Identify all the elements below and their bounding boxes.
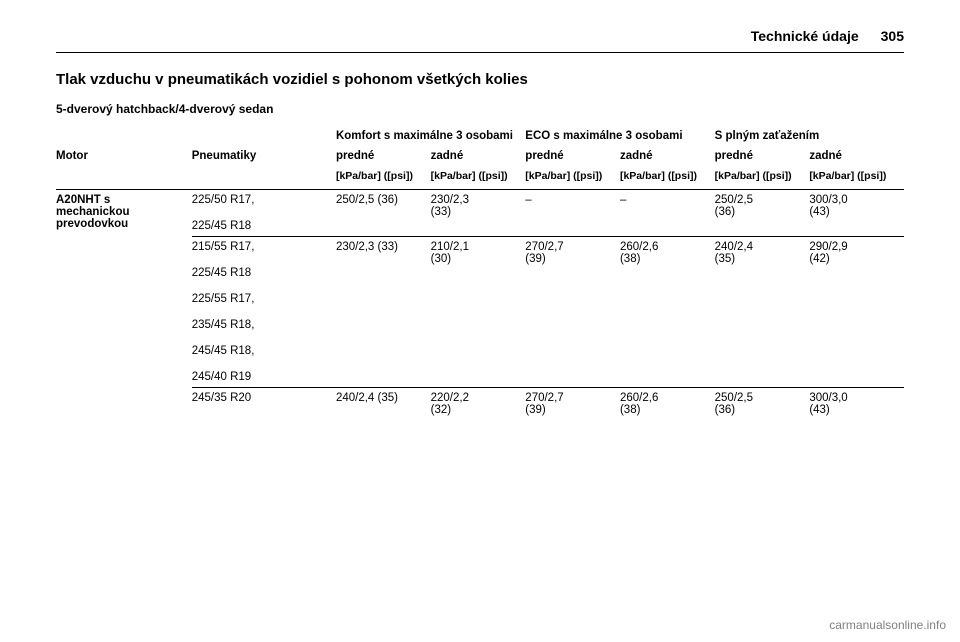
col-tyres: Pneumatiky [192, 146, 336, 166]
unit-label: [kPa/bar] ([psi]) [336, 166, 431, 189]
page-header: Technické údaje 305 [56, 28, 904, 44]
page-subtitle: 5-dverový hatchback/4-dverový sedan [56, 102, 904, 116]
unit-label: [kPa/bar] ([psi]) [525, 166, 620, 189]
pressure-cell: 260/2,6 (38) [620, 236, 715, 387]
pressure-cell: 270/2,7 (39) [525, 387, 620, 420]
pressure-cell: 210/2,1 (30) [431, 236, 526, 387]
pressure-cell: 290/2,9 (42) [809, 236, 904, 387]
unit-label: [kPa/bar] ([psi]) [431, 166, 526, 189]
col-rear: zadné [431, 146, 526, 166]
motor-cell: A20NHT s mechanickou prevodovkou [56, 189, 192, 420]
col-rear: zadné [620, 146, 715, 166]
col-front: predné [525, 146, 620, 166]
page-title: Tlak vzduchu v pneumatikách vozidiel s p… [56, 71, 904, 88]
col-front: predné [715, 146, 810, 166]
tyres-cell: 215/55 R17, 225/45 R18 225/55 R17, 235/45 R… [192, 236, 336, 387]
section-title: Technické údaje [751, 28, 859, 44]
tyres-cell: 225/50 R17, 225/45 R18 [192, 189, 336, 236]
tyre-size: 245/40 R19 [192, 371, 330, 383]
tyre-size: 245/45 R18, [192, 345, 330, 357]
source-footer: carmanualsonline.info [829, 618, 946, 632]
col-front: predné [336, 146, 431, 166]
col-motor: Motor [56, 146, 192, 166]
tyre-size: 225/45 R18 [192, 220, 330, 232]
tyre-size: 245/35 R20 [192, 392, 330, 404]
pressure-cell: 250/2,5 (36) [336, 189, 431, 236]
pressure-cell: 250/2,5 (36) [715, 387, 810, 420]
unit-label: [kPa/bar] ([psi]) [620, 166, 715, 189]
table-group-header-row: Komfort s maximálne 3 osobami ECO s maxi… [56, 126, 904, 146]
pressure-cell: – [525, 189, 620, 236]
tyre-pressure-table: Komfort s maximálne 3 osobami ECO s maxi… [56, 126, 904, 420]
pressure-cell: 240/2,4 (35) [336, 387, 431, 420]
unit-label: [kPa/bar] ([psi]) [715, 166, 810, 189]
col-group-comfort: Komfort s maximálne 3 osobami [336, 126, 525, 146]
page-number: 305 [881, 28, 904, 44]
table-col-header-row: Motor Pneumatiky predné zadné predné zad… [56, 146, 904, 166]
pressure-cell: 300/3,0 (43) [809, 189, 904, 236]
tyre-size: 225/45 R18 [192, 267, 330, 279]
pressure-cell: 270/2,7 (39) [525, 236, 620, 387]
table-unit-row: [kPa/bar] ([psi]) [kPa/bar] ([psi]) [kPa… [56, 166, 904, 189]
pressure-cell: 230/2,3 (33) [336, 236, 431, 387]
tyre-size: 225/50 R17, [192, 194, 330, 206]
header-divider [56, 52, 904, 53]
tyres-cell: 245/35 R20 [192, 387, 336, 420]
pressure-cell: – [620, 189, 715, 236]
col-rear: zadné [809, 146, 904, 166]
tyre-size: 225/55 R17, [192, 293, 330, 305]
table-row: A20NHT s mechanickou prevodovkou225/50 R… [56, 189, 904, 236]
tyre-size: 235/45 R18, [192, 319, 330, 331]
pressure-cell: 250/2,5 (36) [715, 189, 810, 236]
pressure-cell: 300/3,0 (43) [809, 387, 904, 420]
pressure-cell: 220/2,2 (32) [431, 387, 526, 420]
unit-label: [kPa/bar] ([psi]) [809, 166, 904, 189]
pressure-cell: 260/2,6 (38) [620, 387, 715, 420]
tyre-size: 215/55 R17, [192, 241, 330, 253]
col-group-full: S plným zaťažením [715, 126, 904, 146]
col-group-eco: ECO s maximálne 3 osobami [525, 126, 714, 146]
pressure-cell: 240/2,4 (35) [715, 236, 810, 387]
pressure-cell: 230/2,3 (33) [431, 189, 526, 236]
